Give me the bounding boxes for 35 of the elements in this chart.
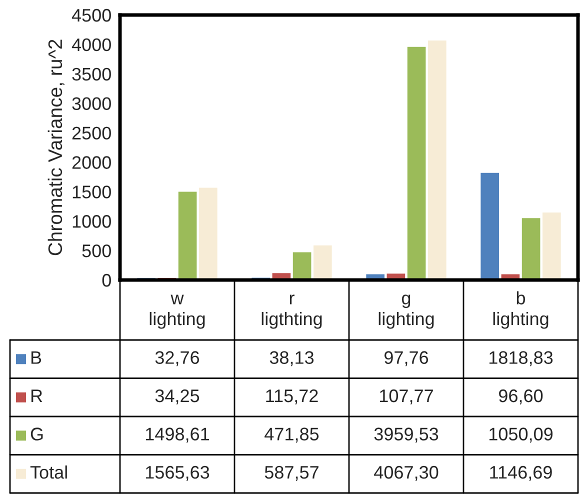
data-label: 471,85 xyxy=(264,428,319,443)
y-tick-label: 2500 xyxy=(72,126,111,140)
data-label: 3959,53 xyxy=(374,428,438,443)
data-label: 1146,69 xyxy=(490,466,552,481)
legend-label: B xyxy=(31,351,42,364)
y-tick-label: 0 xyxy=(102,274,111,287)
data-label: 38,13 xyxy=(270,351,314,366)
x-tick-label: g lighting xyxy=(378,294,434,329)
data-label: 587,57 xyxy=(264,466,318,481)
legend-label: G xyxy=(30,428,43,440)
data-label: 1498,61 xyxy=(146,428,210,443)
data-label: 97,76 xyxy=(384,351,428,366)
x-tick-label: r ligthting xyxy=(262,294,322,329)
y-tick-label: 1500 xyxy=(72,186,111,198)
data-label: 115,72 xyxy=(266,389,318,404)
data-label: 4067,30 xyxy=(374,466,438,481)
data-label: 1050,09 xyxy=(489,428,553,443)
x-tick-label: b lighting xyxy=(493,291,548,329)
data-label: 96,60 xyxy=(499,389,543,404)
y-tick-label: 3500 xyxy=(72,68,111,81)
y-tick-label: 500 xyxy=(82,244,111,258)
y-tick-label: 2000 xyxy=(72,156,111,169)
legend-label: Total xyxy=(30,465,67,479)
y-axis-title: Chromatic Variance, ru^2 xyxy=(48,40,64,256)
data-label: 1818,83 xyxy=(489,351,553,366)
data-label: 34,25 xyxy=(155,389,200,404)
y-tick-label: 1000 xyxy=(72,215,111,228)
data-label: 32,76 xyxy=(155,351,200,366)
y-tick-label: 3000 xyxy=(72,97,111,110)
x-tick-label: w lighting xyxy=(150,294,205,329)
y-tick-label: 4500 xyxy=(72,8,111,22)
y-tick-label: 4000 xyxy=(72,38,111,52)
legend-label: R xyxy=(31,390,42,402)
data-label: 107,77 xyxy=(380,389,433,404)
data-label: 1565,63 xyxy=(146,466,210,481)
